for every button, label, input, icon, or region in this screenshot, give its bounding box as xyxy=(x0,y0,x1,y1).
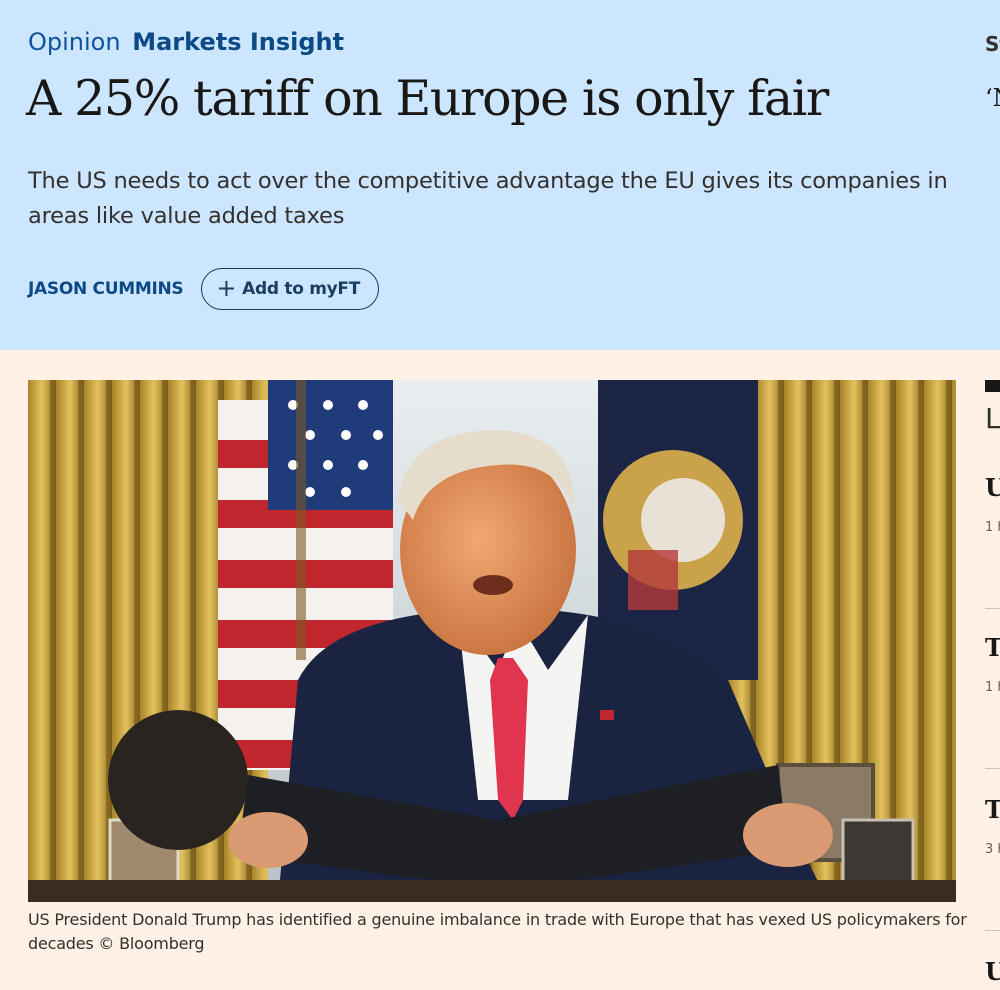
rail-list-item[interactable]: U xyxy=(985,954,1000,990)
rail-list-item[interactable]: T R 3 h xyxy=(985,792,1000,857)
photo-illustration xyxy=(28,380,956,902)
rail-section-bar xyxy=(985,380,1000,392)
author-link[interactable]: JASON CUMMINS xyxy=(28,279,184,299)
rail-item-title[interactable]: T in xyxy=(985,633,1000,662)
rail-item-time: 1 h xyxy=(985,520,1000,535)
topic-link[interactable]: Markets Insight xyxy=(132,28,345,56)
rail-item-title[interactable]: U to xyxy=(985,473,1000,502)
rail-item-time: 3 h xyxy=(985,842,1000,857)
rail-divider xyxy=(985,768,1000,769)
plus-icon: + xyxy=(216,274,237,302)
genre-label[interactable]: Opinion xyxy=(28,28,121,56)
rail-quote[interactable]: ‘N L xyxy=(985,84,1000,112)
rail-item-time: 1 h xyxy=(985,680,1000,695)
rail-heading[interactable]: St xyxy=(985,32,1000,56)
image-caption: US President Donald Trump has identified… xyxy=(28,910,967,953)
byline: JASON CUMMINS + Add to myFT xyxy=(28,267,379,311)
standfirst: The US needs to act over the competitive… xyxy=(28,168,948,229)
page-title: A 25% tariff on Europe is only fair xyxy=(26,70,829,127)
rail-item-title[interactable]: U xyxy=(985,957,1000,986)
rail-list-item[interactable]: U to 1 h xyxy=(985,470,1000,535)
topic-line: Opinion Markets Insight xyxy=(28,28,344,56)
rail-list-item[interactable]: T in 1 h xyxy=(985,630,1000,695)
add-to-myft-label: Add to myFT xyxy=(242,279,360,299)
article-header xyxy=(0,0,1000,350)
rail-item-title[interactable]: T R xyxy=(985,795,1000,824)
rail-section-title: L xyxy=(985,402,1000,435)
rail-divider xyxy=(985,930,1000,931)
add-to-myft-button[interactable]: + Add to myFT xyxy=(201,268,379,310)
article-main-image[interactable] xyxy=(28,380,956,902)
rail-divider xyxy=(985,608,1000,609)
